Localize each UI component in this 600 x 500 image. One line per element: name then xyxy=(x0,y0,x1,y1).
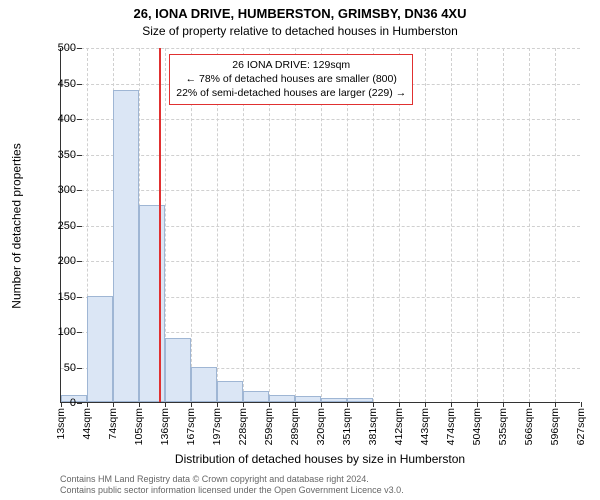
x-tick-mark xyxy=(113,402,114,407)
y-tick-label: 300 xyxy=(26,184,76,196)
x-tick-mark xyxy=(451,402,452,407)
gridline-v xyxy=(425,48,426,402)
x-tick-label: 381sqm xyxy=(367,408,379,445)
annotation-line: 22% of semi-detached houses are larger (… xyxy=(176,86,406,100)
gridline-v xyxy=(555,48,556,402)
x-tick-label: 259sqm xyxy=(263,408,275,445)
x-tick-label: 627sqm xyxy=(575,408,587,445)
y-tick-label: 50 xyxy=(26,362,76,374)
x-tick-label: 228sqm xyxy=(237,408,249,445)
chart-subtitle: Size of property relative to detached ho… xyxy=(0,24,600,38)
x-tick-mark xyxy=(529,402,530,407)
x-tick-label: 566sqm xyxy=(523,408,535,445)
x-tick-mark xyxy=(373,402,374,407)
gridline-v xyxy=(529,48,530,402)
x-tick-label: 167sqm xyxy=(185,408,197,445)
histogram-bar xyxy=(165,338,191,402)
x-tick-mark xyxy=(87,402,88,407)
annotation-line: 26 IONA DRIVE: 129sqm xyxy=(176,58,406,72)
x-tick-label: 44sqm xyxy=(81,408,93,440)
x-tick-label: 13sqm xyxy=(55,408,67,440)
y-tick-label: 150 xyxy=(26,291,76,303)
x-tick-label: 504sqm xyxy=(471,408,483,445)
histogram-bar xyxy=(269,395,295,402)
histogram-bar xyxy=(191,367,217,403)
y-tick-label: 0 xyxy=(26,397,76,409)
x-tick-label: 596sqm xyxy=(549,408,561,445)
x-tick-mark xyxy=(581,402,582,407)
x-tick-mark xyxy=(321,402,322,407)
y-axis-label-container: Number of detached properties xyxy=(8,48,26,403)
y-tick-label: 200 xyxy=(26,255,76,267)
x-tick-mark xyxy=(191,402,192,407)
x-tick-mark xyxy=(243,402,244,407)
y-tick-label: 100 xyxy=(26,326,76,338)
y-tick-label: 250 xyxy=(26,220,76,232)
chart-title: 26, IONA DRIVE, HUMBERSTON, GRIMSBY, DN3… xyxy=(0,6,600,21)
x-tick-label: 105sqm xyxy=(133,408,145,445)
histogram-bar xyxy=(87,296,113,403)
x-tick-label: 289sqm xyxy=(289,408,301,445)
x-tick-label: 535sqm xyxy=(497,408,509,445)
x-tick-label: 474sqm xyxy=(445,408,457,445)
x-axis-label: Distribution of detached houses by size … xyxy=(60,452,580,466)
x-tick-mark xyxy=(295,402,296,407)
x-tick-mark xyxy=(503,402,504,407)
footer-attribution: Contains HM Land Registry data © Crown c… xyxy=(60,474,580,497)
y-tick-label: 350 xyxy=(26,149,76,161)
x-tick-mark xyxy=(347,402,348,407)
reference-line xyxy=(159,48,161,402)
annotation-line: ← 78% of detached houses are smaller (80… xyxy=(176,72,406,86)
plot-area: 13sqm44sqm74sqm105sqm136sqm167sqm197sqm2… xyxy=(60,48,580,403)
footer-line-2: Contains public sector information licen… xyxy=(60,485,580,496)
x-tick-mark xyxy=(139,402,140,407)
x-tick-label: 136sqm xyxy=(159,408,171,445)
x-tick-label: 74sqm xyxy=(107,408,119,440)
x-tick-mark xyxy=(477,402,478,407)
x-tick-mark xyxy=(555,402,556,407)
histogram-bar xyxy=(113,90,139,402)
x-tick-mark xyxy=(217,402,218,407)
y-tick-label: 400 xyxy=(26,113,76,125)
histogram-bar xyxy=(217,381,243,402)
histogram-bar xyxy=(243,391,269,402)
x-tick-label: 320sqm xyxy=(315,408,327,445)
gridline-v xyxy=(477,48,478,402)
x-tick-mark xyxy=(399,402,400,407)
x-tick-label: 443sqm xyxy=(419,408,431,445)
y-axis-label: Number of detached properties xyxy=(10,143,24,308)
x-tick-label: 197sqm xyxy=(211,408,223,445)
x-tick-mark xyxy=(269,402,270,407)
histogram-bar xyxy=(347,398,373,402)
x-tick-label: 412sqm xyxy=(393,408,405,445)
gridline-v xyxy=(503,48,504,402)
x-tick-mark xyxy=(425,402,426,407)
annotation-box: 26 IONA DRIVE: 129sqm← 78% of detached h… xyxy=(169,54,413,105)
x-tick-label: 351sqm xyxy=(341,408,353,445)
y-tick-label: 500 xyxy=(26,42,76,54)
gridline-v xyxy=(451,48,452,402)
footer-line-1: Contains HM Land Registry data © Crown c… xyxy=(60,474,580,485)
x-tick-mark xyxy=(165,402,166,407)
y-tick-label: 450 xyxy=(26,78,76,90)
histogram-bar xyxy=(295,396,321,402)
histogram-bar xyxy=(321,398,347,402)
